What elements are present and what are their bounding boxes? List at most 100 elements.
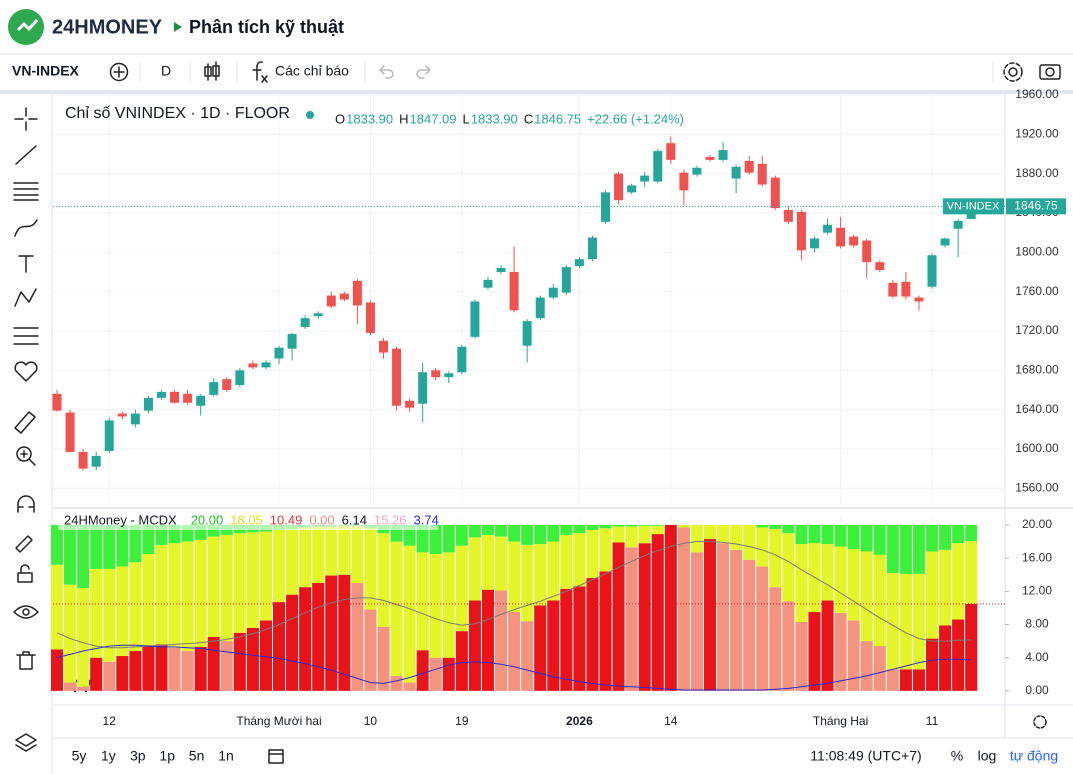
status-dot (306, 111, 314, 119)
mcdx-bar (495, 524, 508, 537)
mcdx-bar (377, 533, 390, 627)
candle-body (574, 259, 584, 267)
candle-body (65, 412, 75, 452)
symbol[interactable]: VN-INDEX (12, 63, 80, 79)
mcdx-bar (899, 573, 912, 670)
ohlc-tag: C (524, 111, 533, 126)
fib-tool[interactable] (13, 182, 39, 201)
measure-tool[interactable] (14, 411, 36, 434)
x-tick-label: 2026 (566, 714, 593, 728)
candle-body (457, 346, 467, 373)
candle-body (809, 238, 819, 249)
mcdx-bar (873, 524, 886, 555)
delete-tool[interactable] (16, 651, 36, 670)
candle-body (653, 151, 663, 182)
text-tool[interactable] (18, 255, 34, 273)
crosshair-tool[interactable] (14, 107, 38, 131)
compare-button[interactable] (109, 62, 129, 82)
candle-body (170, 391, 180, 403)
layers-button[interactable] (15, 733, 37, 752)
mcdx-bar (534, 605, 547, 691)
line-tool[interactable] (15, 145, 37, 165)
indicator-icon[interactable] (252, 61, 268, 83)
mcdx-bar (821, 600, 834, 691)
mcdx-bar (939, 524, 952, 550)
chart-title: Chỉ số VNINDEX · 1D · FLOOR (65, 105, 290, 122)
mcdx-bar (90, 524, 103, 569)
candle-body (587, 237, 597, 260)
mcdx-bar (560, 534, 573, 589)
mcdx-bar (638, 525, 651, 544)
candle-body (326, 295, 336, 307)
mcdx-bar (495, 590, 508, 691)
candle-body (235, 370, 245, 386)
ohlc-value: 1847.09 (410, 111, 457, 126)
candle-body (744, 160, 754, 173)
candle-body (117, 413, 127, 417)
pattern-tool[interactable] (14, 288, 37, 307)
mcdx-bar (860, 641, 873, 691)
mcdx-bar (573, 524, 586, 534)
brush-tool[interactable] (14, 219, 38, 237)
zoom-tool[interactable] (16, 446, 32, 462)
mcdx-bar (873, 646, 886, 691)
logo-mark (16, 19, 39, 32)
settings-button[interactable] (1008, 67, 1018, 77)
percent-toggle[interactable]: % (951, 748, 963, 764)
auto-toggle[interactable]: tự động (1010, 748, 1058, 764)
range-button[interactable]: 3p (130, 748, 146, 764)
range-button[interactable]: 5y (72, 748, 87, 764)
mcdx-bar (64, 584, 77, 683)
mcdx-bar (821, 544, 834, 601)
candle-body (927, 255, 937, 287)
mcdx-bar (743, 524, 756, 560)
icon-tool[interactable] (14, 361, 38, 382)
mcdx-bar (272, 602, 286, 691)
range-button[interactable]: 1p (159, 748, 175, 764)
snapshot-button[interactable] (1039, 64, 1061, 80)
undo-button[interactable] (379, 65, 394, 79)
candle-body (104, 420, 114, 451)
lock-draw-tool[interactable] (15, 535, 33, 553)
interval[interactable]: D (161, 63, 171, 79)
candle-body (431, 370, 441, 378)
log-toggle[interactable]: log (978, 748, 997, 764)
y-tick-label: 1880.00 (1015, 166, 1059, 180)
mcdx-bar (599, 571, 612, 691)
range-button[interactable]: 1y (101, 748, 116, 764)
mcdx-bar (560, 524, 573, 535)
indicators-button[interactable]: Các chỉ báo (275, 63, 349, 79)
mcdx-bar (677, 524, 690, 528)
mcdx-bar (481, 589, 495, 691)
mcdx-bar (625, 547, 638, 691)
mcdx-bar (90, 657, 103, 691)
mcdx-bar (912, 573, 925, 670)
mcdx-bar (717, 543, 730, 691)
mcdx-bar (233, 533, 246, 633)
range-button[interactable]: 5n (189, 748, 205, 764)
candle-body (614, 173, 624, 201)
mcdx-bar (521, 524, 534, 545)
chart-type-button[interactable] (204, 61, 220, 81)
mcdx-bar (116, 656, 129, 691)
redo-button[interactable] (416, 65, 431, 79)
mcdx-bar (664, 524, 677, 691)
mcdx-bar (586, 578, 599, 691)
candle-body (196, 395, 206, 406)
mcdx-bar (181, 651, 194, 691)
candle-body (535, 297, 545, 319)
mcdx-bar (677, 527, 690, 691)
date-range-button[interactable] (268, 749, 284, 764)
mcdx-bar (912, 669, 925, 691)
y-tick-label: 1600.00 (1015, 441, 1059, 455)
lock-tool[interactable] (17, 564, 33, 583)
mcdx-bar (573, 586, 586, 691)
range-button[interactable]: 1n (218, 748, 234, 764)
mcdx-bar (860, 524, 873, 552)
prediction-tool[interactable] (13, 327, 39, 345)
mcdx-bar (939, 549, 952, 626)
visibility-tool[interactable] (13, 605, 39, 619)
magnet-tool[interactable] (17, 495, 35, 513)
axis-settings[interactable] (1033, 715, 1047, 729)
